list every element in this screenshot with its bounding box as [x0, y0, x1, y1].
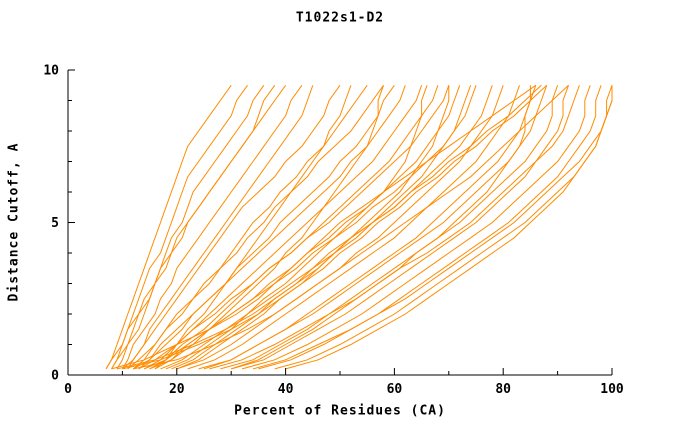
model-curve: [231, 85, 531, 370]
model-curve: [127, 85, 384, 370]
model-curve: [241, 85, 591, 370]
model-curve: [198, 85, 548, 370]
x-tick-label: 0: [64, 382, 72, 397]
model-curve: [133, 85, 406, 370]
model-curve: [176, 85, 450, 370]
model-curve: [143, 85, 423, 370]
model-curve: [138, 85, 395, 370]
chart-title: T1022s1-D2: [295, 10, 385, 26]
y-tick-label: 10: [43, 64, 59, 79]
model-curve: [209, 85, 580, 370]
model-curve: [231, 85, 569, 370]
model-curve: [121, 85, 303, 370]
model-curve: [171, 85, 472, 370]
x-tick-label: 60: [387, 382, 403, 397]
model-curve: [132, 85, 368, 370]
x-tick-label: 40: [278, 382, 294, 397]
model-curve: [116, 84, 542, 370]
model-curve: [133, 84, 569, 370]
model-curve: [274, 85, 613, 370]
model-curve: [187, 85, 520, 370]
model-curve: [105, 85, 276, 370]
model-curve: [111, 84, 537, 370]
model-curve: [144, 85, 384, 370]
model-curve: [122, 85, 341, 370]
model-curve: [160, 85, 493, 370]
model-curve: [149, 85, 439, 370]
model-curve: [176, 85, 504, 370]
model-curve: [111, 85, 248, 370]
model-curve: [116, 85, 265, 370]
model-curve: [154, 85, 352, 370]
y-tick-label: 0: [51, 369, 59, 384]
model-curve: [252, 85, 613, 370]
model-curve: [122, 84, 548, 370]
model-curve: [105, 85, 232, 370]
model-curve: [285, 85, 613, 370]
model-curve: [138, 85, 450, 370]
x-tick-label: 100: [600, 382, 624, 397]
model-curve: [165, 85, 428, 370]
x-axis-label: Percent of Residues (CA): [234, 403, 446, 419]
x-tick-label: 80: [495, 382, 511, 397]
x-tick-label: 20: [169, 382, 185, 397]
model-curve: [220, 85, 559, 370]
model-curve: [127, 85, 314, 370]
y-tick-label: 5: [51, 216, 59, 231]
